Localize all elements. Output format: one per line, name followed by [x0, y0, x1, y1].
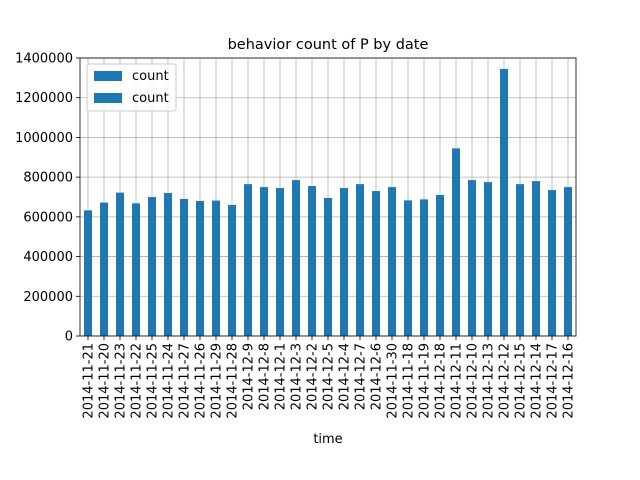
- x-tick-label: 2014-11-21: [82, 343, 97, 419]
- bar: [260, 187, 268, 336]
- x-tick-label: 2014-12-7: [354, 343, 369, 410]
- x-tick-label: 2014-11-19: [418, 343, 433, 419]
- x-tick-label: 2014-11-27: [178, 343, 193, 419]
- x-tick-label: 2014-11-29: [210, 343, 225, 419]
- x-axis-label: time: [313, 432, 342, 447]
- x-tick-label: 2014-12-5: [322, 343, 337, 410]
- x-tick-label: 2014-12-12: [498, 343, 513, 419]
- x-tick-label: 2014-12-1: [274, 343, 289, 410]
- bar: [340, 188, 348, 336]
- x-tick-label: 2014-12-10: [466, 343, 481, 419]
- legend-swatch-2: [94, 93, 122, 103]
- bar: [116, 192, 124, 336]
- x-tick-label: 2014-12-13: [482, 343, 497, 419]
- y-tick-label: 1000000: [15, 131, 73, 146]
- bar: [132, 203, 140, 336]
- bar: [564, 187, 572, 336]
- bar: [292, 180, 300, 336]
- x-tick-label: 2014-12-2: [306, 343, 321, 410]
- bar: [212, 200, 220, 336]
- bar: [100, 202, 108, 336]
- y-tick-label: 600000: [23, 210, 73, 225]
- bar: [180, 198, 188, 336]
- x-tick-label: 2014-12-14: [530, 343, 545, 419]
- x-tick-label: 2014-12-18: [434, 343, 449, 419]
- x-tick-label: 2014-12-8: [258, 343, 273, 410]
- x-tick-label: 2014-12-15: [514, 343, 529, 419]
- bar: [516, 184, 524, 336]
- x-tick-label: 2014-11-24: [162, 343, 177, 419]
- y-tick-label: 0: [65, 330, 73, 345]
- x-tick-label: 2014-12-4: [338, 343, 353, 410]
- y-tick-label: 800000: [23, 171, 73, 186]
- bar: [388, 187, 396, 336]
- chart-title: behavior count of P by date: [228, 37, 429, 53]
- bar: [84, 210, 92, 336]
- bar: [228, 204, 236, 336]
- x-tick-label: 2014-11-30: [386, 343, 401, 419]
- bar: [452, 148, 460, 336]
- x-tick-label: 2014-12-3: [290, 343, 305, 410]
- x-tick-label: 2014-12-16: [562, 343, 577, 419]
- bar: [420, 199, 428, 336]
- legend: count count: [86, 63, 177, 112]
- bar: [372, 191, 380, 336]
- bar: [500, 68, 508, 337]
- bar: [548, 190, 556, 336]
- legend-swatch-1: [94, 71, 122, 81]
- bar: [148, 197, 156, 336]
- y-tick-label: 200000: [23, 290, 73, 305]
- bar: [324, 197, 332, 336]
- bar: [308, 186, 316, 336]
- x-tick-label: 2014-11-18: [402, 343, 417, 419]
- y-tick-label: 1400000: [15, 52, 73, 67]
- y-tick-label: 1200000: [15, 91, 73, 106]
- bar: [436, 195, 444, 336]
- x-tick-label: 2014-12-11: [450, 343, 465, 419]
- bar: [164, 193, 172, 336]
- bar: [468, 180, 476, 336]
- bar: [532, 181, 540, 336]
- x-axis-ticks: 2014-11-21 2014-11-20 2014-11-23 2014-11-22…: [82, 336, 577, 419]
- bar: [196, 200, 204, 336]
- bar: [404, 200, 412, 336]
- x-tick-label: 2014-11-28: [226, 343, 241, 419]
- x-tick-label: 2014-12-17: [546, 343, 561, 419]
- bar: [244, 184, 252, 336]
- x-tick-label: 2014-11-22: [130, 343, 145, 419]
- bar: [276, 188, 284, 336]
- x-tick-label: 2014-11-23: [114, 343, 129, 419]
- bar: [356, 184, 364, 336]
- y-tick-label: 400000: [23, 250, 73, 265]
- bars: [84, 68, 572, 337]
- x-tick-label: 2014-11-20: [98, 343, 113, 419]
- x-tick-label: 2014-11-26: [194, 343, 209, 419]
- legend-label-1: count: [132, 69, 169, 84]
- x-tick-label: 2014-11-25: [146, 343, 161, 419]
- x-tick-label: 2014-12-9: [242, 343, 257, 410]
- bar: [484, 182, 492, 336]
- legend-label-2: count: [132, 91, 169, 106]
- y-axis-ticks: 0 200000 400000 600000 800000 1000000 1200000 1…: [15, 52, 80, 345]
- x-tick-label: 2014-12-6: [370, 343, 385, 410]
